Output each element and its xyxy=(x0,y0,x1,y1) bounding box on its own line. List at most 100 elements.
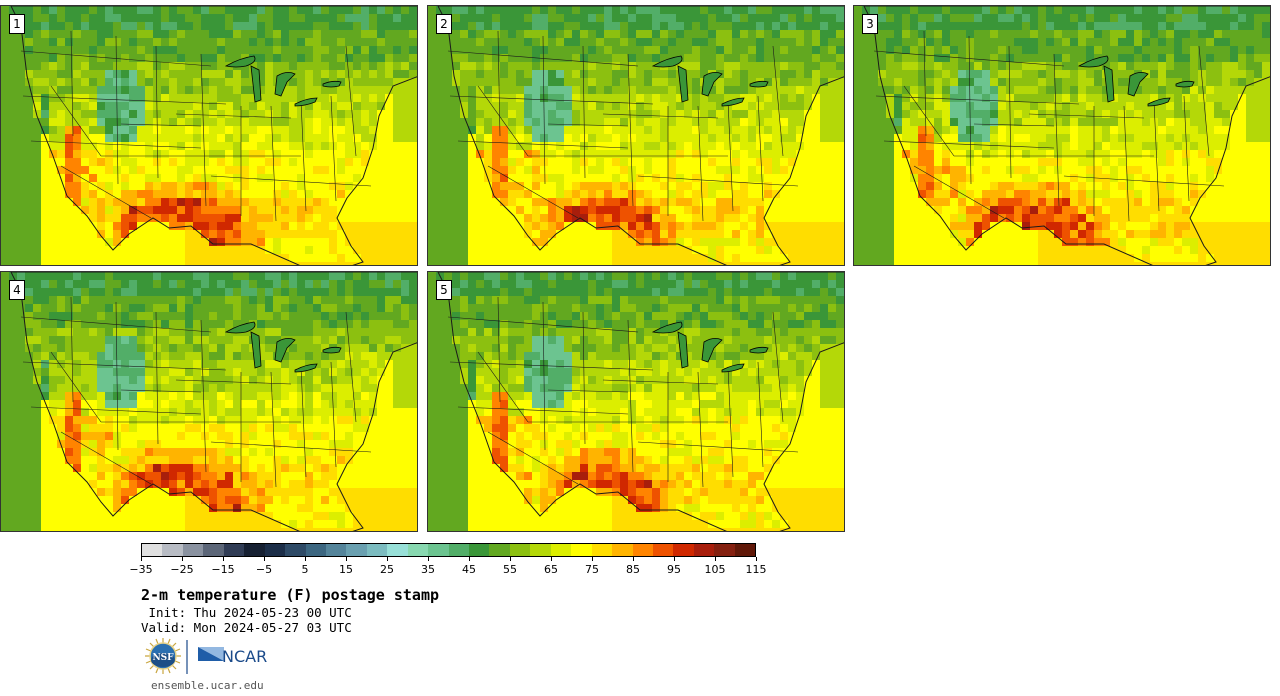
state-boundary xyxy=(542,301,546,451)
colorbar-tick-label: −15 xyxy=(211,563,235,576)
sponsor-logos: NSF NCAR xyxy=(145,638,267,674)
colorbar-tick-label: 75 xyxy=(585,563,599,576)
temperature-map xyxy=(1,272,417,531)
temperature-map xyxy=(1,6,417,265)
member-panel: 2 xyxy=(427,5,845,266)
colorbar-tick-label: 115 xyxy=(745,563,767,576)
colorbar-tick-label: −35 xyxy=(129,563,153,576)
colorbar-tick xyxy=(551,557,552,561)
member-number-label: 5 xyxy=(436,280,452,300)
colorbar-tick-label: 5 xyxy=(301,563,309,576)
colorbar-bin xyxy=(530,544,551,556)
colorbar-tick xyxy=(428,557,429,561)
colorbar-tick xyxy=(469,557,470,561)
state-boundary xyxy=(22,95,227,105)
state-boundary xyxy=(582,311,586,445)
member-panel: 5 xyxy=(427,271,845,532)
state-boundary xyxy=(345,311,357,423)
state-boundary xyxy=(913,165,1005,219)
colorbar-bin xyxy=(632,544,653,556)
member-panel: 1 xyxy=(0,5,418,266)
state-boundary xyxy=(115,301,119,451)
state-boundary xyxy=(345,45,357,157)
colorbar-bin xyxy=(612,544,633,556)
state-boundary xyxy=(115,35,119,185)
colorbar-tick-label: 85 xyxy=(626,563,640,576)
colorbar-bin xyxy=(550,544,572,556)
state-boundary xyxy=(155,45,159,179)
state-boundary xyxy=(1153,100,1160,212)
member-panel: 3 xyxy=(853,5,1271,266)
state-boundary xyxy=(200,53,207,207)
colorbar-bin xyxy=(182,544,204,556)
member-panel: 4 xyxy=(0,271,418,532)
state-boundary xyxy=(873,50,1065,67)
state-boundary xyxy=(727,100,734,212)
state-boundary xyxy=(487,165,579,219)
coastline xyxy=(10,6,417,265)
temperature-colorbar xyxy=(141,543,756,557)
coastline xyxy=(437,272,844,531)
temperature-map xyxy=(428,272,844,531)
state-boundary xyxy=(200,319,207,473)
state-boundary xyxy=(627,319,634,473)
state-boundary xyxy=(772,45,784,157)
state-boundary xyxy=(477,351,529,423)
colorbar-tick xyxy=(223,557,224,561)
colorbar-tick xyxy=(182,557,183,561)
state-boundary xyxy=(883,140,1055,149)
state-boundary xyxy=(637,441,799,453)
colorbar-tick xyxy=(674,557,675,561)
colorbar-bin xyxy=(387,544,408,556)
state-boundary xyxy=(923,30,927,137)
member-number-label: 3 xyxy=(862,14,878,34)
state-boundary xyxy=(697,371,704,488)
colorbar-tick-label: 45 xyxy=(462,563,476,576)
state-boundary xyxy=(1198,45,1210,157)
member-number-label: 4 xyxy=(9,280,25,300)
state-boundary xyxy=(582,45,586,179)
colorbar-tick-label: 55 xyxy=(503,563,517,576)
colorbar-bin xyxy=(652,544,674,556)
colorbar-tick xyxy=(346,557,347,561)
state-boundary xyxy=(727,366,734,478)
state-boundary xyxy=(973,123,1055,127)
great-lakes xyxy=(651,55,769,107)
state-boundary xyxy=(70,296,74,403)
state-boundary xyxy=(602,113,719,119)
state-boundary xyxy=(60,431,152,485)
colorbar-tick-label: 105 xyxy=(704,563,726,576)
valid-time: Valid: Mon 2024-05-27 03 UTC xyxy=(141,620,352,635)
colorbar-tick-label: 25 xyxy=(380,563,394,576)
state-boundary xyxy=(270,105,277,222)
state-boundary xyxy=(70,30,74,137)
colorbar-bin xyxy=(509,544,531,556)
map-boundaries xyxy=(863,6,1270,265)
state-boundary xyxy=(50,85,102,157)
colorbar-bin xyxy=(407,544,429,556)
state-boundary xyxy=(497,296,501,403)
state-boundary xyxy=(1053,53,1060,207)
colorbar-tick-label: 65 xyxy=(544,563,558,576)
state-boundary xyxy=(20,316,212,333)
state-boundary xyxy=(968,35,972,185)
colorbar-tick xyxy=(510,557,511,561)
state-boundary xyxy=(449,361,654,371)
colorbar-bin xyxy=(325,544,347,556)
state-boundary xyxy=(457,406,629,415)
site-url: ensemble.ucar.edu xyxy=(151,679,264,692)
state-boundary xyxy=(1028,113,1145,119)
colorbar-tick-label: 95 xyxy=(667,563,681,576)
temperature-map xyxy=(428,6,844,265)
state-boundary xyxy=(875,95,1080,105)
colorbar-tick xyxy=(305,557,306,561)
state-boundary xyxy=(120,389,202,393)
state-boundary xyxy=(477,85,529,157)
coastline xyxy=(10,272,417,531)
colorbar-tick xyxy=(756,557,757,561)
state-boundary xyxy=(175,113,292,119)
colorbar-tick-label: 15 xyxy=(339,563,353,576)
state-boundary xyxy=(1008,45,1012,179)
state-boundary xyxy=(447,50,639,67)
colorbar-tick-label: −5 xyxy=(255,563,273,576)
